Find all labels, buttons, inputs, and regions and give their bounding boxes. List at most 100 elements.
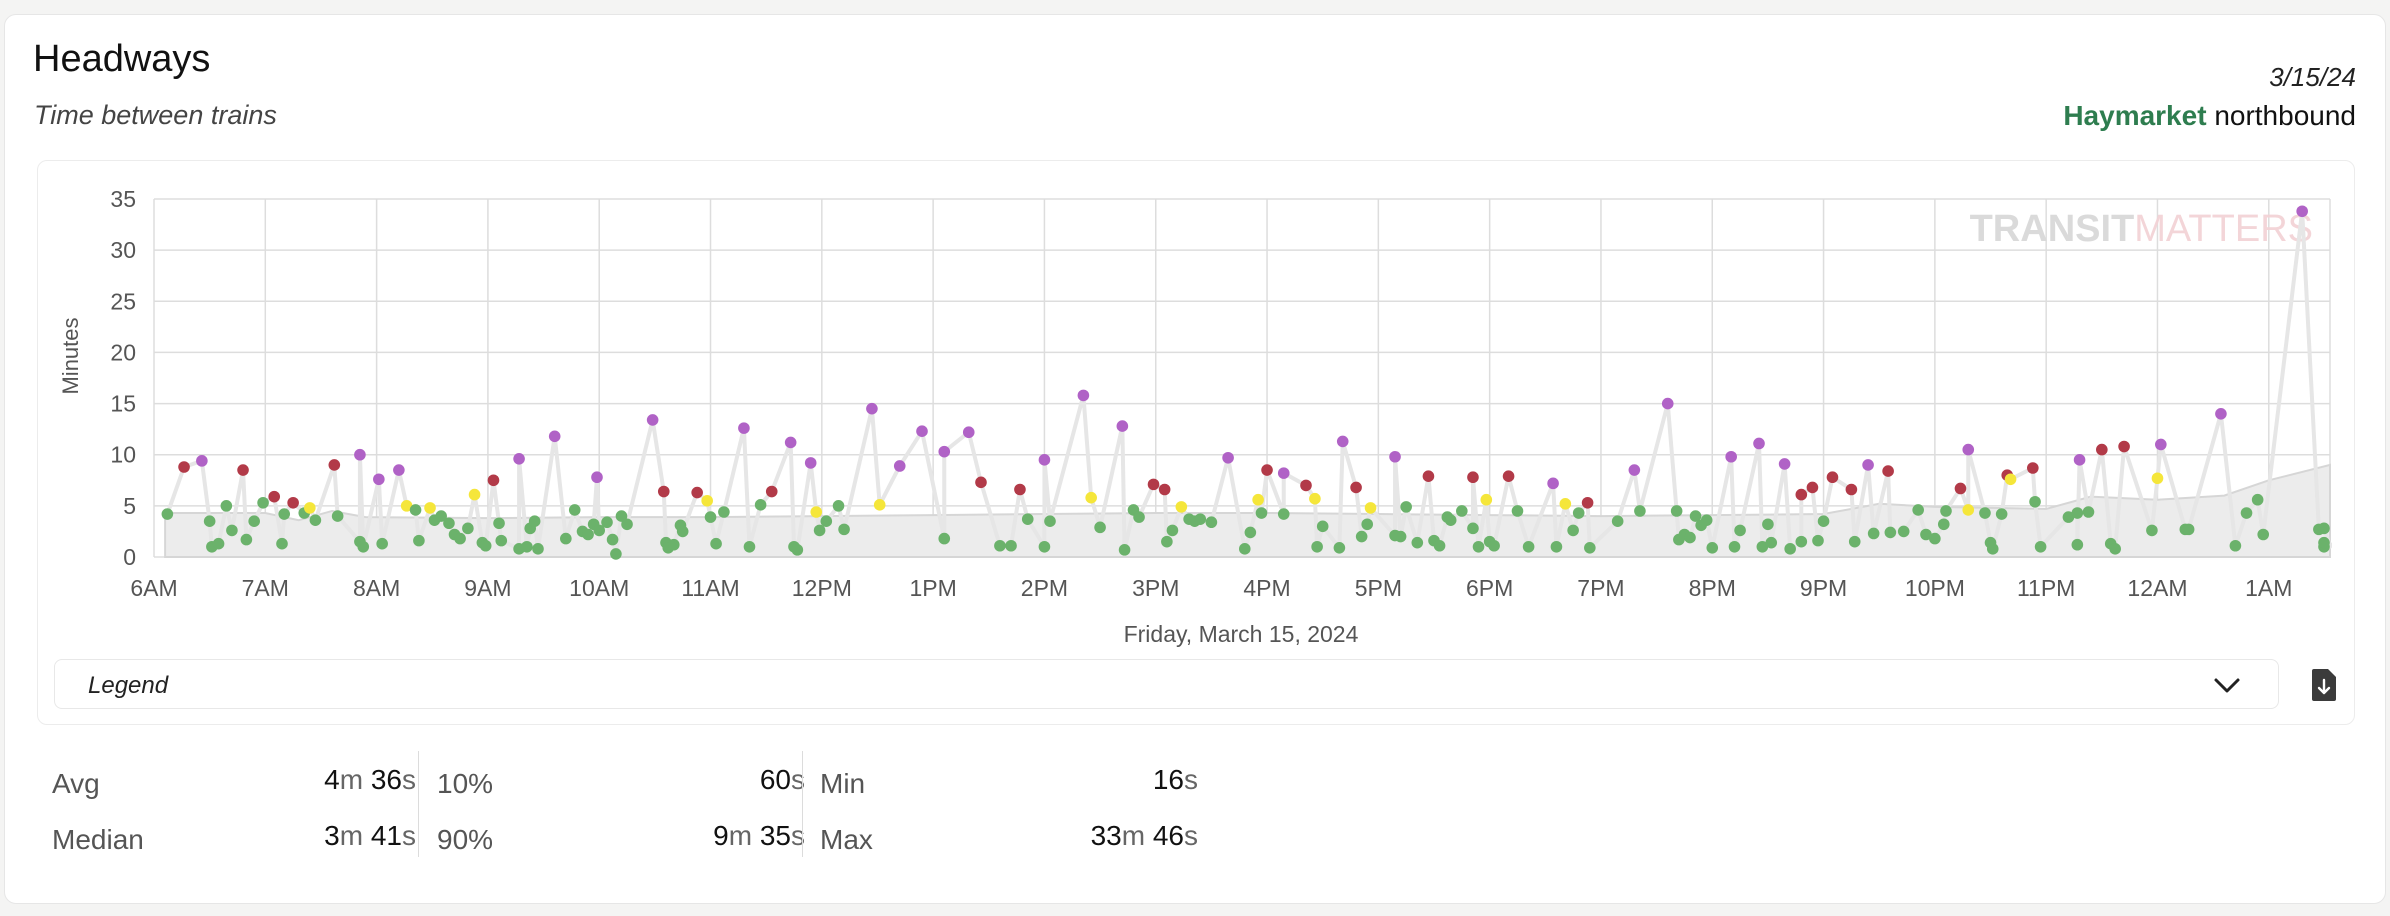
- chevron-down-icon: [2214, 678, 2240, 693]
- data-point: [813, 524, 826, 537]
- data-point: [2109, 543, 2121, 555]
- stats-column-min-max: Min 16s Max 33m 46s: [803, 745, 1210, 857]
- data-point: [1361, 518, 1374, 531]
- data-point: [1979, 507, 1991, 519]
- data-point: [1333, 541, 1346, 554]
- data-point: [2229, 539, 2242, 552]
- station-name[interactable]: Haymarket: [2063, 100, 2207, 131]
- data-point: [1689, 510, 1702, 522]
- data-point: [1550, 540, 1563, 553]
- data-point: [2073, 454, 2086, 466]
- headway-connector-line: [165, 209, 2332, 556]
- data-point: [606, 533, 619, 546]
- data-point: [1954, 482, 1967, 495]
- data-point: [657, 485, 670, 498]
- y-tick-label: 5: [123, 493, 136, 519]
- legend-toggle[interactable]: Legend: [54, 659, 2279, 709]
- data-point: [743, 540, 756, 553]
- y-tick-label: 35: [110, 186, 136, 212]
- data-point: [701, 494, 713, 507]
- data-point: [548, 430, 561, 443]
- data-point: [237, 464, 249, 476]
- data-point: [691, 486, 703, 499]
- file-download-icon[interactable]: [2311, 668, 2337, 702]
- data-point: [2096, 443, 2108, 456]
- data-point: [784, 436, 797, 449]
- data-point: [2151, 472, 2164, 485]
- data-point: [2251, 493, 2264, 506]
- data-point: [1734, 524, 1746, 537]
- data-point: [667, 538, 680, 551]
- data-point: [1559, 498, 1572, 510]
- data-point: [468, 488, 481, 501]
- data-point: [1700, 514, 1713, 526]
- data-point: [1862, 459, 1874, 471]
- date-label: 3/15/24: [2269, 62, 2356, 92]
- data-point: [1897, 525, 1910, 538]
- data-point: [2004, 473, 2017, 486]
- data-point: [1634, 505, 1646, 517]
- data-point: [1480, 493, 1493, 506]
- stat-label-p10: 10%: [437, 768, 494, 799]
- data-point: [1038, 540, 1051, 553]
- data-point: [1778, 458, 1791, 470]
- data-point: [1411, 536, 1424, 549]
- data-point: [1118, 544, 1131, 556]
- data-point: [278, 508, 291, 520]
- data-point: [754, 499, 767, 511]
- data-point: [1355, 530, 1368, 543]
- stat-value-avg: 4m 36s: [324, 764, 416, 795]
- data-point: [1147, 478, 1160, 491]
- data-point: [331, 510, 344, 522]
- stat-label-p90: 90%: [437, 824, 494, 855]
- x-tick-label: 8AM: [353, 575, 400, 601]
- watermark: TRANSITMATTERS: [1970, 208, 2313, 250]
- data-point: [1166, 524, 1179, 537]
- stat-value-min: 16s: [1152, 764, 1198, 795]
- data-point: [938, 445, 951, 458]
- data-point: [601, 516, 613, 529]
- legend-label: Legend: [88, 672, 169, 699]
- data-point: [1238, 543, 1251, 555]
- data-point: [2029, 495, 2041, 508]
- stat-value-p90: 9m 35s: [713, 820, 805, 851]
- data-point: [1044, 515, 1056, 527]
- data-point: [400, 500, 413, 512]
- y-tick-label: 10: [110, 442, 136, 468]
- data-point: [704, 511, 717, 523]
- x-axis-label: Friday, March 15, 2024: [1124, 621, 1359, 647]
- stat-label-max: Max: [820, 824, 873, 855]
- data-point: [424, 502, 436, 514]
- data-point: [2071, 507, 2084, 519]
- data-point: [1522, 540, 1535, 553]
- data-point: [1222, 451, 1234, 464]
- data-point: [1912, 504, 1924, 516]
- data-point: [1309, 492, 1321, 505]
- data-point: [1628, 464, 1641, 476]
- data-point: [328, 459, 341, 471]
- data-point: [276, 537, 288, 550]
- data-point: [593, 524, 606, 537]
- data-point: [738, 422, 750, 434]
- data-point: [1077, 389, 1090, 402]
- data-point: [1488, 539, 1500, 552]
- data-point: [1547, 477, 1559, 490]
- data-point: [765, 485, 778, 498]
- data-point: [820, 515, 833, 527]
- data-point: [493, 517, 505, 530]
- data-point: [1567, 524, 1579, 537]
- data-point: [1511, 505, 1524, 517]
- data-point: [357, 540, 370, 553]
- data-point: [1581, 496, 1594, 509]
- data-point: [838, 523, 850, 536]
- data-point: [2071, 538, 2084, 551]
- data-point: [582, 528, 594, 541]
- data-point: [1311, 540, 1323, 553]
- x-tick-label: 11AM: [681, 575, 739, 601]
- data-point: [1422, 470, 1435, 482]
- data-point: [2215, 408, 2227, 420]
- stat-value-p10: 60s: [759, 764, 805, 795]
- data-point: [2182, 523, 2195, 536]
- data-point: [646, 414, 659, 426]
- data-point: [1389, 450, 1401, 463]
